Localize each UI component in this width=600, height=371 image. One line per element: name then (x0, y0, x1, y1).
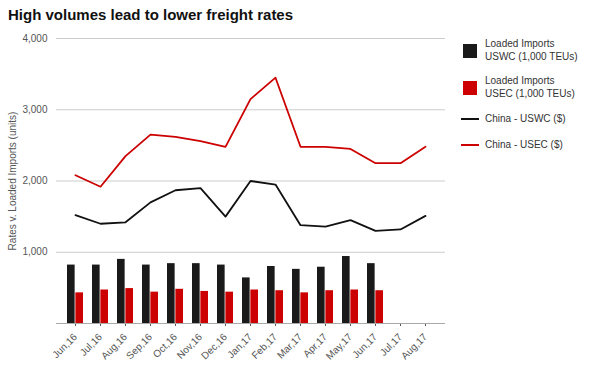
svg-text:Nov,16: Nov,16 (175, 331, 205, 361)
html-text:China - USEC ($): China - USEC ($) (485, 138, 563, 150)
html-text:Loaded Imports USEC (1,000 TEU: Loaded Imports USEC (1,000 TEUs) (485, 75, 575, 99)
svg-text:2,000: 2,000 (22, 175, 47, 186)
svg-text:Jul,17: Jul,17 (377, 331, 405, 358)
svg-text:4,000: 4,000 (22, 33, 47, 44)
svg-text:Aug,16: Aug,16 (99, 331, 129, 361)
svg-text:3,000: 3,000 (22, 104, 47, 115)
svg-text:Dec,16: Dec,16 (199, 331, 229, 361)
svg-text:Mar,17: Mar,17 (275, 331, 305, 361)
svg-text:Jul,16: Jul,16 (77, 331, 105, 358)
html-text:Loaded Imports USWC (1,000 TEU: Loaded Imports USWC (1,000 TEUs) (485, 38, 578, 62)
svg-text:Apr,17: Apr,17 (300, 331, 330, 360)
svg-text:Jan,17: Jan,17 (225, 331, 254, 360)
svg-text:Sep,16: Sep,16 (124, 331, 154, 361)
svg-text:Aug,17: Aug,17 (399, 331, 429, 361)
svg-text:1,000: 1,000 (22, 246, 47, 257)
svg-text:Oct,16: Oct,16 (151, 331, 180, 360)
svg-text:Rates v. Loaded Imports (units: Rates v. Loaded Imports (units) (7, 112, 18, 251)
svg-text:Jun,16: Jun,16 (50, 331, 79, 360)
html-text:High volumes lead to lower fre: High volumes lead to lower freight rates (8, 6, 294, 23)
svg-text:May,17: May,17 (324, 331, 355, 362)
svg-text:Jun,17: Jun,17 (350, 331, 379, 360)
html-text:China - USWC ($): China - USWC ($) (485, 112, 566, 124)
svg-text:Feb,17: Feb,17 (249, 331, 279, 361)
